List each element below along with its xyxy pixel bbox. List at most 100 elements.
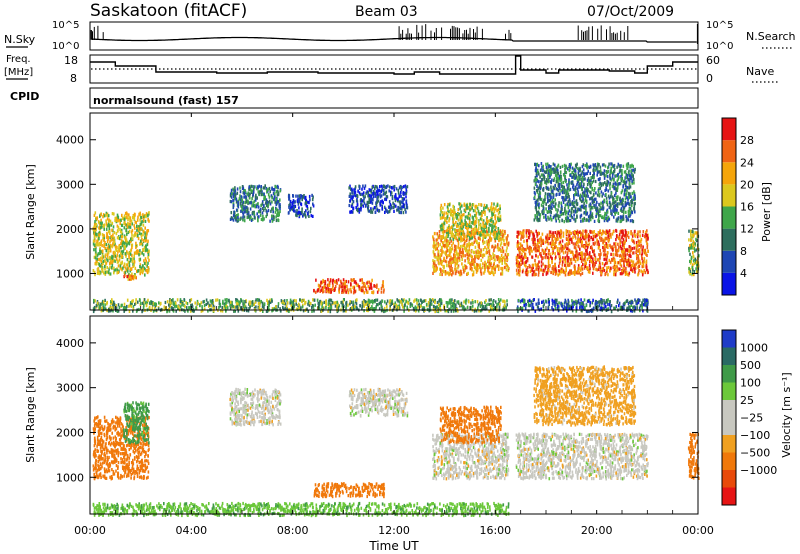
heatmap-cell (230, 188, 233, 192)
heatmap-cell (456, 215, 459, 219)
heatmap-cell (561, 267, 564, 271)
heatmap-cell (610, 252, 612, 256)
heatmap-cell (444, 230, 446, 234)
heatmap-cell (129, 222, 132, 226)
heatmap-cell (490, 238, 492, 242)
heatmap-cell (294, 209, 296, 213)
heatmap-cell (233, 210, 235, 214)
heatmap-cell (392, 185, 395, 189)
heatmap-cell (578, 266, 580, 271)
heatmap-cell (577, 270, 579, 274)
heatmap-cell (617, 211, 620, 215)
heatmap-cell (555, 187, 557, 191)
heatmap-cell (95, 222, 98, 226)
heatmap-cell (490, 255, 493, 259)
heatmap-cell (568, 230, 571, 234)
heatmap-cell (502, 249, 505, 253)
heatmap-cell (376, 285, 378, 289)
heatmap-cell (438, 230, 441, 234)
heatmap-cell (556, 187, 559, 192)
heatmap-cell (350, 187, 352, 191)
heatmap-cell (121, 213, 123, 217)
heatmap-cell (256, 187, 258, 191)
heatmap-cell (638, 248, 641, 252)
heatmap-cell (107, 220, 110, 224)
heatmap-cell (525, 255, 527, 259)
heatmap-cell (623, 170, 626, 174)
heatmap-cell (573, 272, 576, 276)
heatmap-cell (481, 253, 484, 257)
heatmap-cell (112, 255, 114, 259)
heatmap-cell (375, 203, 378, 207)
heatmap-cell (369, 200, 371, 204)
heatmap-cell (468, 245, 471, 249)
freq-panel-frame (89, 54, 699, 84)
heatmap-cell (582, 229, 584, 233)
heatmap-cell (143, 238, 145, 243)
heatmap-cell (147, 214, 149, 218)
heatmap-cell (463, 235, 465, 239)
heatmap-cell (619, 253, 622, 257)
heatmap-cell (109, 219, 112, 223)
heatmap-cell (487, 258, 490, 262)
heatmap-cell (565, 170, 568, 175)
heatmap-cell (452, 207, 455, 212)
heatmap-cell (133, 214, 136, 218)
heatmap-cell (499, 247, 501, 251)
heatmap-cell (497, 208, 500, 212)
heatmap-cell (269, 190, 271, 194)
heatmap-cell (110, 266, 113, 270)
heatmap-cell (249, 217, 251, 221)
heatmap-cell (100, 213, 102, 217)
heatmap-cell (491, 223, 493, 227)
heatmap-cell (580, 244, 583, 248)
heatmap-cell (105, 213, 107, 217)
heatmap-cell (457, 266, 459, 270)
heatmap-cell (95, 259, 97, 263)
heatmap-cell (356, 283, 358, 288)
heatmap-cell (230, 211, 233, 215)
heatmap-cell (115, 216, 118, 220)
heatmap-cell (367, 206, 369, 210)
heatmap-cell (555, 245, 557, 249)
heatmap-cell (145, 269, 147, 273)
heatmap-cell (367, 190, 370, 194)
heatmap-cell (116, 213, 119, 217)
heatmap-cell (141, 264, 144, 268)
heatmap-cell (489, 258, 491, 262)
heatmap-cell (562, 173, 565, 177)
heatmap-cell (111, 259, 114, 264)
heatmap-cell (471, 236, 474, 240)
heatmap-cell (625, 219, 628, 223)
heatmap-cell (637, 239, 640, 243)
heatmap-cell (259, 213, 262, 217)
heatmap-cell (279, 189, 282, 193)
heatmap-cell (358, 210, 361, 214)
heatmap-cell (379, 185, 381, 189)
heatmap-cell (439, 272, 441, 276)
heatmap-cell (572, 235, 574, 239)
heatmap-cell (274, 210, 277, 214)
heatmap-cell (102, 213, 105, 217)
heatmap-cell (266, 190, 268, 194)
heatmap-cell (370, 209, 372, 213)
heatmap-cell (129, 269, 132, 273)
heatmap-cell (640, 237, 643, 242)
heatmap-cell (130, 257, 132, 261)
heatmap-cell (133, 263, 135, 267)
heatmap-cell (613, 215, 615, 219)
heatmap-cell (552, 242, 554, 246)
heatmap-cell (541, 240, 544, 244)
heatmap-cell (385, 185, 388, 190)
heatmap-cell (100, 250, 102, 254)
heatmap-cell (550, 218, 553, 222)
heatmap-cell (468, 220, 471, 224)
heatmap-cell (376, 208, 379, 212)
heatmap-cell (353, 188, 355, 192)
heatmap-cell (303, 195, 305, 200)
heatmap-cell (564, 174, 567, 179)
heatmap-cell (306, 200, 309, 204)
heatmap-cell (117, 270, 120, 274)
heatmap-cell (488, 251, 491, 256)
heatmap-cell (259, 210, 262, 214)
